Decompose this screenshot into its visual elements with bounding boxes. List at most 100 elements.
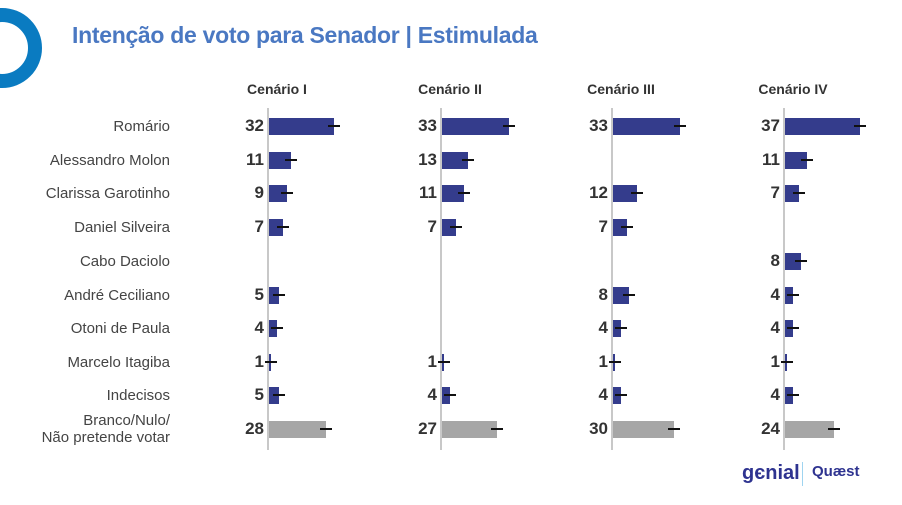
data-label: 11 (762, 150, 780, 169)
error-bar (273, 294, 286, 296)
data-label: 28 (245, 419, 264, 438)
data-label: 4 (770, 385, 780, 404)
category-label: Branco/Nulo/Não pretende votar (41, 412, 170, 446)
category-label: Alessandro Molon (49, 151, 170, 169)
bar (442, 151, 469, 169)
error-bar (801, 159, 814, 161)
data-label: 7 (770, 183, 780, 202)
bar (442, 184, 465, 202)
error-bar (327, 125, 340, 127)
bar (785, 117, 861, 135)
error-bar (787, 327, 800, 329)
error-bar (621, 226, 634, 228)
category-label: André Ceciliano (64, 286, 170, 304)
error-bar (271, 327, 284, 329)
data-label: 1 (254, 352, 264, 371)
data-label: 33 (589, 116, 608, 135)
data-label: 1 (770, 352, 780, 371)
error-bar (793, 192, 806, 194)
category-label: Otoni de Paula (70, 319, 170, 337)
error-bar (319, 428, 332, 430)
data-label: 4 (598, 385, 608, 404)
data-label: 24 (761, 419, 780, 438)
bar (269, 420, 326, 438)
data-label: 4 (770, 318, 780, 337)
data-label: 7 (598, 217, 608, 236)
data-label: 7 (427, 217, 437, 236)
data-label: 11 (419, 183, 437, 202)
data-label: 4 (770, 285, 780, 304)
error-bar (462, 159, 475, 161)
bar (785, 151, 808, 169)
error-bar (285, 159, 298, 161)
data-label: 33 (418, 116, 437, 135)
data-label: 37 (761, 116, 780, 135)
data-label: 12 (589, 183, 608, 202)
scenario-header: Cenário II (418, 81, 482, 97)
error-bar (609, 361, 622, 363)
axis-line (267, 108, 269, 450)
bar (613, 117, 680, 135)
error-bar (277, 226, 290, 228)
bar (613, 420, 674, 438)
scenario-header: Cenário I (247, 81, 307, 97)
data-label: 13 (418, 150, 437, 169)
bar (785, 184, 800, 202)
bar (442, 420, 497, 438)
error-bar (458, 192, 471, 194)
error-bar (273, 394, 286, 396)
data-label: 5 (254, 285, 264, 304)
bar (785, 420, 834, 438)
page-title: Intenção de voto para Senador | Estimula… (72, 22, 538, 48)
data-label: 9 (254, 183, 264, 202)
data-label: 5 (254, 385, 264, 404)
quaest-logo: Quæst (812, 463, 860, 480)
error-bar (502, 125, 515, 127)
bar (442, 117, 509, 135)
error-bar (667, 428, 680, 430)
error-bar (787, 294, 800, 296)
error-bar (444, 394, 457, 396)
error-bar (631, 192, 644, 194)
scenario-header: Cenário IV (758, 81, 828, 97)
category-label: Romário (113, 117, 170, 135)
data-label: 1 (598, 352, 608, 371)
data-label: 8 (770, 251, 780, 270)
error-bar (450, 226, 463, 228)
bar (269, 117, 334, 135)
bar (269, 218, 284, 236)
error-bar (795, 260, 808, 262)
error-bar (281, 192, 294, 194)
genial-logo: gєnial (742, 462, 800, 484)
category-label: Daniel Silveira (74, 218, 170, 236)
bar (785, 252, 802, 270)
error-bar (787, 394, 800, 396)
bar (613, 218, 628, 236)
logo-divider (802, 462, 803, 486)
error-bar (781, 361, 794, 363)
data-label: 7 (254, 217, 264, 236)
scenario-header: Cenário III (587, 81, 655, 97)
error-bar (673, 125, 686, 127)
error-bar (615, 327, 628, 329)
axis-line (611, 108, 613, 450)
error-bar (438, 361, 451, 363)
data-label: 1 (427, 352, 437, 371)
axis-line (783, 108, 785, 450)
error-bar (615, 394, 628, 396)
data-label: 27 (418, 419, 437, 438)
error-bar (623, 294, 636, 296)
bar (613, 286, 630, 304)
category-label: Marcelo Itagiba (67, 353, 170, 371)
data-label: 8 (598, 285, 608, 304)
error-bar (854, 125, 867, 127)
data-label: 32 (245, 116, 264, 135)
data-label: 4 (254, 318, 264, 337)
category-label: Clarissa Garotinho (45, 184, 170, 202)
data-label: 4 (427, 385, 437, 404)
logo-ring-icon (0, 8, 42, 88)
error-bar (265, 361, 278, 363)
data-label: 30 (589, 419, 608, 438)
category-label: Indecisos (106, 386, 170, 404)
data-label: 11 (246, 150, 264, 169)
